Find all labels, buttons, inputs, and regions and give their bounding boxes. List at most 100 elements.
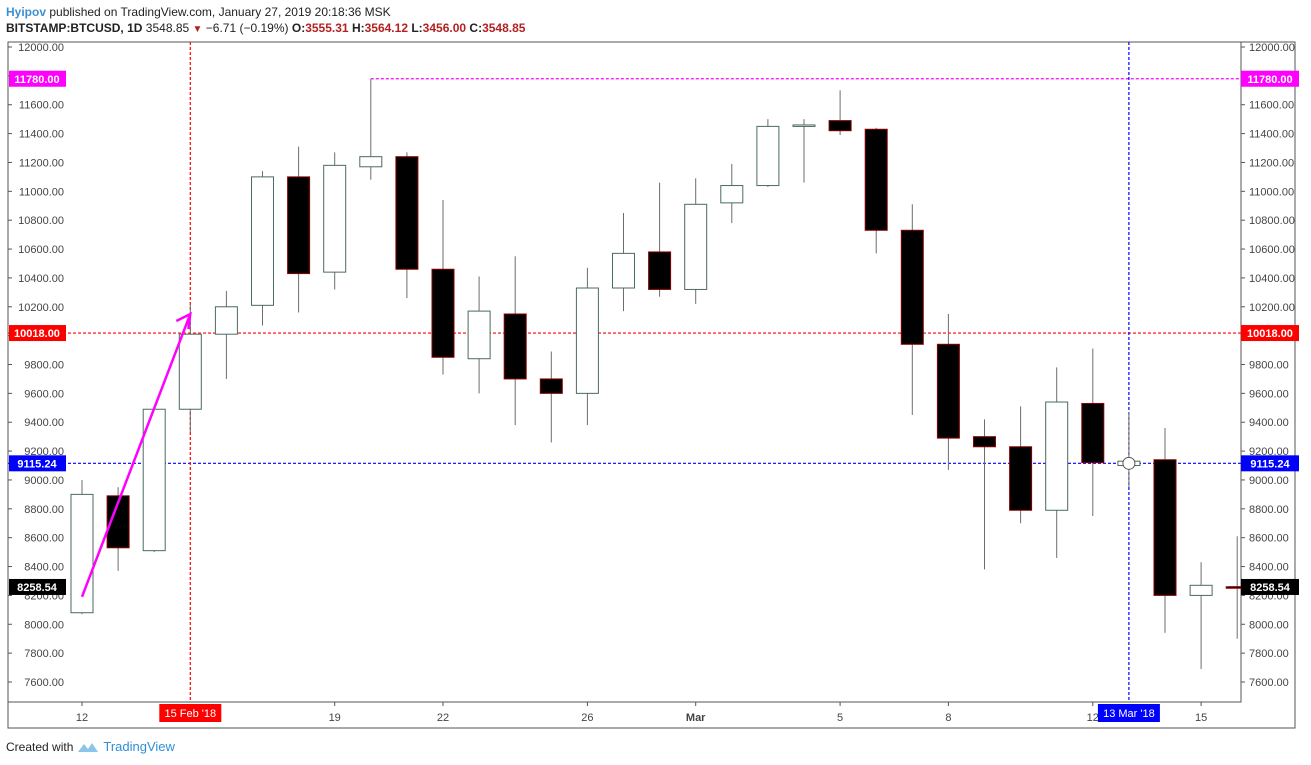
x-tick-label: 19 xyxy=(329,712,341,724)
candle xyxy=(142,408,166,553)
x-tick-label: 15 xyxy=(1195,712,1207,724)
candle-body-up xyxy=(612,252,635,289)
price-label-left-bg xyxy=(9,455,66,472)
candle-body-down xyxy=(539,378,563,394)
candle xyxy=(756,119,780,187)
candle-body-up xyxy=(792,124,816,127)
candle xyxy=(1045,367,1069,558)
price-label-left: 11780.00 xyxy=(14,74,59,86)
candle xyxy=(1009,406,1033,524)
y-tick-label-left: 11000.00 xyxy=(19,186,64,198)
candle-body-down xyxy=(648,251,672,290)
tradingview-logo-icon xyxy=(78,742,99,752)
y-tick-label-right: 12000.00 xyxy=(1249,42,1295,54)
y-tick-label-right: 9000.00 xyxy=(1249,475,1289,487)
trend-arrow-head-icon xyxy=(175,311,192,330)
open-label: O: xyxy=(291,21,306,35)
candle-body-down xyxy=(1153,459,1177,596)
y-tick-label-left: 9200.00 xyxy=(24,446,64,458)
y-tick-label-right: 11000.00 xyxy=(1249,186,1294,198)
candle-body-up xyxy=(359,156,383,168)
created-with-text: Created with xyxy=(6,739,74,754)
y-tick-label-left: 12000.00 xyxy=(18,42,64,54)
price-label-right-bg xyxy=(1241,325,1299,342)
candle xyxy=(323,152,347,290)
candle xyxy=(178,303,202,433)
x-tick-label: 5 xyxy=(837,712,843,724)
candle xyxy=(900,204,924,416)
candle-body-up xyxy=(178,333,202,410)
candle-body-down xyxy=(287,176,311,275)
x-tick-label: Mar xyxy=(686,712,706,724)
y-tick-label-right: 10400.00 xyxy=(1249,273,1295,285)
y-tick-label-left: 8400.00 xyxy=(24,562,64,574)
candle xyxy=(648,182,672,297)
y-tick-label-left: 9800.00 xyxy=(24,360,64,372)
y-tick-label-right: 9200.00 xyxy=(1249,446,1289,458)
chart-header: Hyipov published on TradingView.com, Jan… xyxy=(6,4,525,38)
tradingview-brand[interactable]: TradingView xyxy=(103,739,175,754)
candle xyxy=(936,313,960,470)
x-tick-label: 12 xyxy=(76,712,88,724)
candle-body-up xyxy=(756,125,780,187)
y-tick-label-left: 11400.00 xyxy=(19,129,64,141)
price-label-left: 10018.00 xyxy=(14,328,60,340)
y-tick-label-left: 9600.00 xyxy=(24,388,64,400)
candle-body-up xyxy=(467,310,491,360)
candle-body-up xyxy=(684,203,708,290)
y-tick-label-right: 9800.00 xyxy=(1249,360,1289,372)
low-value: 3456.00 xyxy=(422,21,467,35)
candle-body-down xyxy=(936,343,960,439)
price-label-left-bg xyxy=(9,70,66,87)
price-label-right: 9115.24 xyxy=(1250,458,1290,470)
candle-body-down xyxy=(864,128,888,231)
candle xyxy=(1189,562,1213,670)
candle-body-down xyxy=(503,313,527,380)
author-link[interactable]: Hyipov xyxy=(6,5,47,19)
candle xyxy=(214,290,238,379)
candle-body-up xyxy=(720,185,744,204)
y-tick-label-left: 7800.00 xyxy=(24,648,64,660)
candle xyxy=(359,78,383,180)
candle-body-up xyxy=(214,306,238,335)
price-change: −6.71 (−0.19%) xyxy=(205,21,289,35)
symbol-label: BITSTAMP:BTCUSD, 1D xyxy=(6,21,143,35)
y-tick-label-right: 11600.00 xyxy=(1249,100,1294,112)
candle xyxy=(864,127,888,254)
candle xyxy=(503,256,527,426)
candle-body-down xyxy=(431,268,455,358)
y-tick-label-left: 10800.00 xyxy=(18,215,64,227)
y-tick-label-left: 9400.00 xyxy=(24,417,64,429)
candle xyxy=(1153,428,1177,633)
candle xyxy=(720,163,744,224)
published-text: published on TradingView.com, January 27… xyxy=(46,5,391,19)
candle-body-down xyxy=(973,436,996,448)
price-label-right: 10018.00 xyxy=(1247,328,1293,340)
y-tick-label-right: 9600.00 xyxy=(1249,388,1289,400)
candle-body-up xyxy=(251,176,274,306)
candle-body-up xyxy=(1045,401,1069,511)
y-tick-label-right: 7600.00 xyxy=(1249,677,1289,689)
x-tick-label: 12 xyxy=(1087,712,1099,724)
y-tick-label-left: 8000.00 xyxy=(24,619,64,631)
candle-body-down xyxy=(1009,446,1033,511)
publish-line: Hyipov published on TradingView.com, Jan… xyxy=(6,4,525,20)
close-value: 3548.85 xyxy=(482,21,526,35)
price-label-right: 8258.54 xyxy=(1250,582,1291,594)
price-label-left: 8258.54 xyxy=(17,582,58,594)
x-tick-label: 22 xyxy=(437,712,449,724)
candle xyxy=(575,267,599,426)
candle-body-down xyxy=(1081,402,1105,464)
candle xyxy=(1117,412,1141,488)
y-tick-label-right: 11400.00 xyxy=(1249,129,1294,141)
y-tick-label-left: 10400.00 xyxy=(18,273,64,285)
price-label-left-bg xyxy=(9,578,66,595)
y-tick-label-left: 11200.00 xyxy=(19,157,64,169)
x-tick-label: 26 xyxy=(581,712,593,724)
candle xyxy=(251,171,274,326)
candle-body-up xyxy=(323,164,347,273)
candle xyxy=(1081,348,1105,517)
price-label-right-bg xyxy=(1241,455,1299,472)
y-tick-label-right: 11200.00 xyxy=(1249,157,1294,169)
